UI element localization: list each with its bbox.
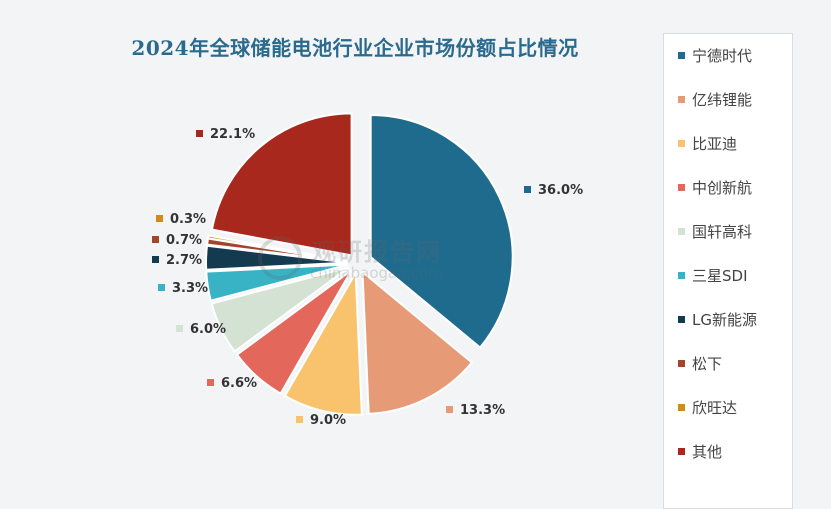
legend-label: 国轩高科: [692, 222, 753, 241]
legend-label: LG新能源: [692, 310, 757, 329]
data-label-7: 0.7%: [166, 233, 202, 248]
data-label-marker-0: [524, 186, 531, 193]
data-label-marker-1: [446, 406, 453, 413]
data-label-5: 3.3%: [172, 281, 208, 296]
legend-swatch: [678, 227, 685, 235]
data-label-9: 22.1%: [210, 127, 255, 142]
data-label-marker-2: [296, 416, 303, 423]
legend-item-6: LG新能源: [678, 309, 757, 329]
data-label-marker-6: [152, 256, 159, 263]
legend-swatch: [678, 271, 685, 279]
legend-swatch: [678, 51, 685, 59]
data-label-marker-8: [156, 215, 163, 222]
chart-title: 2024年全球储能电池行业企业市场份额占比情况: [131, 36, 579, 60]
pie-slice-1: [361, 269, 474, 415]
data-label-marker-4: [176, 325, 183, 332]
legend-label: 亿纬锂能: [692, 90, 753, 109]
legend-label: 比亚迪: [692, 134, 738, 153]
pie-slice-4: [210, 266, 350, 353]
pie-slice-3: [235, 269, 353, 395]
pie-slice-8: [206, 234, 349, 263]
data-label-2: 9.0%: [310, 413, 346, 428]
data-label-3: 6.6%: [221, 376, 257, 391]
data-label-8: 0.3%: [170, 212, 206, 227]
legend-item-9: 其他: [678, 441, 722, 461]
legend-label: 松下: [692, 354, 723, 373]
legend: 宁德时代亿纬锂能比亚迪中创新航国轩高科三星SDI LG新能源松下欣旺达其他: [663, 33, 793, 509]
legend-item-4: 国轩高科: [678, 221, 752, 241]
legend-label: 三星SDI: [692, 266, 748, 285]
legend-label: 宁德时代: [692, 46, 753, 65]
pie-chart: 36.0% 13.3% 9.0% 6.6% 6.0% 3.3% 2.7% 0.7% 0.3% 22…: [152, 112, 583, 428]
data-label-marker-7: [152, 236, 159, 243]
legend-item-8: 欣旺达: [678, 397, 737, 417]
legend-swatch: [678, 403, 685, 411]
pie-slice-6: [205, 244, 349, 271]
legend-swatch: [678, 359, 685, 367]
data-label-marker-3: [207, 379, 214, 386]
legend-item-7: 松下: [678, 353, 722, 373]
pie-slice-5: [205, 263, 349, 302]
pie-slice-0: [369, 114, 514, 349]
legend-item-3: 中创新航: [678, 177, 752, 197]
legend-item-0: 宁德时代: [678, 45, 752, 65]
data-label-4: 6.0%: [190, 322, 226, 337]
legend-swatch: [678, 139, 685, 147]
legend-item-2: 比亚迪: [678, 133, 737, 153]
data-label-1: 13.3%: [460, 403, 505, 418]
legend-item-5: 三星SDI: [678, 265, 748, 285]
legend-swatch: [678, 447, 685, 455]
legend-swatch: [678, 183, 685, 191]
data-label-marker-9: [196, 130, 203, 137]
legend-swatch: [678, 95, 685, 103]
legend-item-1: 亿纬锂能: [678, 89, 752, 109]
data-label-0: 36.0%: [538, 183, 583, 198]
legend-label: 欣旺达: [692, 398, 738, 417]
data-label-6: 2.7%: [166, 253, 202, 268]
legend-swatch: [678, 315, 685, 323]
legend-label: 中创新航: [692, 178, 753, 197]
legend-label: 其他: [692, 442, 723, 461]
pie-slice-2: [283, 269, 363, 416]
pie-slice-9: [210, 112, 353, 257]
data-label-marker-5: [158, 284, 165, 291]
